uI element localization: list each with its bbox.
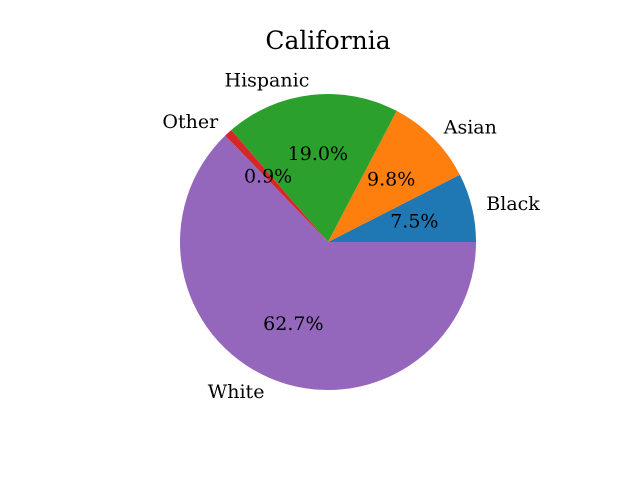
slice-percent-asian: 9.8%	[367, 169, 415, 191]
slice-label-asian: Asian	[443, 117, 497, 139]
slice-label-other: Other	[162, 111, 219, 133]
slice-percent-white: 62.7%	[263, 313, 323, 335]
slice-percent-hispanic: 19.0%	[288, 143, 348, 165]
pie-slice-other	[225, 129, 328, 242]
chart-title: California	[265, 26, 390, 55]
pie-slices	[180, 93, 476, 390]
slice-percent-black: 7.5%	[390, 210, 438, 232]
pie-labels: Black 7.5% Asian 9.8% Hispanic 19.0% Other 0.9%…	[162, 69, 540, 403]
pie-slice-white	[180, 135, 476, 390]
pie-slice-black	[328, 174, 476, 242]
slice-label-black: Black	[486, 193, 540, 215]
slice-label-white: White	[208, 381, 265, 403]
pie-slice-hispanic	[231, 93, 397, 243]
slice-label-hispanic: Hispanic	[225, 69, 310, 91]
slice-percent-other: 0.9%	[244, 165, 292, 187]
pie-slice-asian	[328, 110, 460, 242]
